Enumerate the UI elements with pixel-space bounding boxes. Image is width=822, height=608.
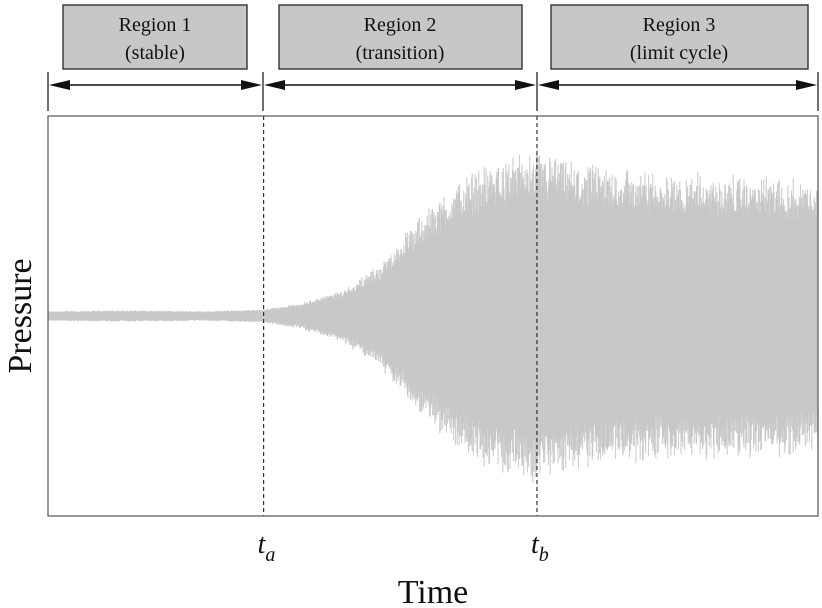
region-3-label-line2: (limit cycle) [630, 42, 728, 64]
region-2-label-line1: Region 2 [364, 14, 437, 36]
region-2-arrow [264, 80, 536, 90]
pressure-signal [47, 154, 819, 483]
region-2-box [278, 4, 523, 70]
pressure-series-1 [47, 154, 819, 483]
region-1-label-line2: (stable) [125, 42, 185, 64]
region-1-box [62, 4, 248, 70]
region-annotations: Region 1 (stable) Region 2 (transition) … [47, 4, 819, 111]
region-2-label-line2: (transition) [356, 42, 445, 64]
y-axis-title: Pressure [2, 258, 39, 373]
plot-frame [47, 115, 819, 517]
tick-label-tb: tb [531, 529, 549, 566]
region-1-arrow [49, 80, 262, 90]
tick-label-ta: ta [258, 529, 276, 566]
region-3-arrow [538, 80, 817, 90]
region-1-label-line1: Region 1 [119, 14, 192, 36]
x-axis-title: Time [398, 574, 469, 608]
region-3-box [550, 4, 809, 70]
region-3-label-line1: Region 3 [643, 14, 716, 36]
